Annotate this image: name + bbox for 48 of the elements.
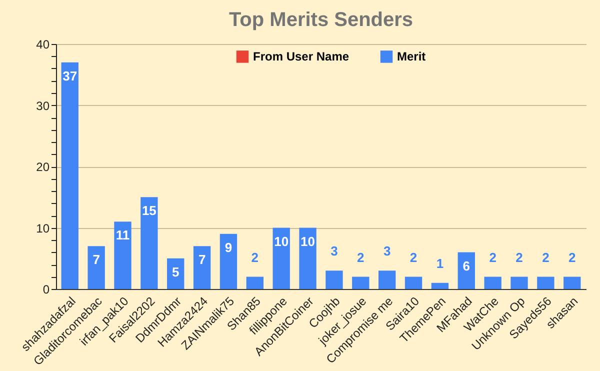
bar [484, 276, 502, 289]
data-label: 5 [172, 264, 180, 280]
data-label: 9 [224, 240, 232, 255]
data-label: 11 [116, 228, 130, 243]
bar [88, 246, 105, 289]
bar [458, 252, 475, 289]
y-tick-label: 10 [36, 221, 50, 236]
legend-label: From User Name [253, 50, 350, 64]
data-label: 2 [489, 250, 496, 265]
bar [537, 276, 554, 289]
bar [193, 246, 211, 289]
data-label: 2 [410, 250, 418, 265]
y-tick-label: 0 [42, 282, 50, 296]
bar [220, 234, 238, 289]
bar [167, 258, 184, 289]
data-label: 37 [62, 68, 78, 84]
data-label: 7 [198, 252, 206, 268]
bar [404, 276, 422, 289]
y-tick-label: 30 [36, 98, 50, 113]
bar [272, 228, 290, 289]
data-label: 1 [436, 256, 444, 271]
data-label: 7 [92, 252, 100, 268]
bar [378, 270, 396, 289]
data-label: 2 [251, 250, 259, 265]
data-label: 10 [274, 234, 289, 249]
bar [140, 197, 158, 289]
data-label: 10 [300, 234, 316, 249]
data-label: 6 [462, 258, 470, 274]
data-label: 2 [357, 250, 364, 265]
bar [326, 270, 343, 289]
bar [246, 276, 264, 289]
bar [352, 276, 370, 289]
bar [431, 282, 449, 289]
y-tick-label: 20 [36, 160, 50, 174]
bar [299, 228, 316, 289]
data-label: 2 [516, 250, 523, 265]
data-label: 15 [142, 203, 156, 218]
bar [564, 276, 581, 289]
data-label: 3 [330, 244, 338, 259]
chart-title: Top Merits Senders [228, 9, 414, 31]
bar [61, 62, 78, 289]
bar [114, 222, 132, 289]
legend-label: Merit [397, 50, 426, 64]
bar [510, 276, 528, 289]
y-tick-label: 40 [36, 38, 50, 52]
data-label: 3 [383, 244, 391, 259]
data-label: 2 [542, 250, 550, 265]
data-label: 2 [568, 250, 576, 265]
